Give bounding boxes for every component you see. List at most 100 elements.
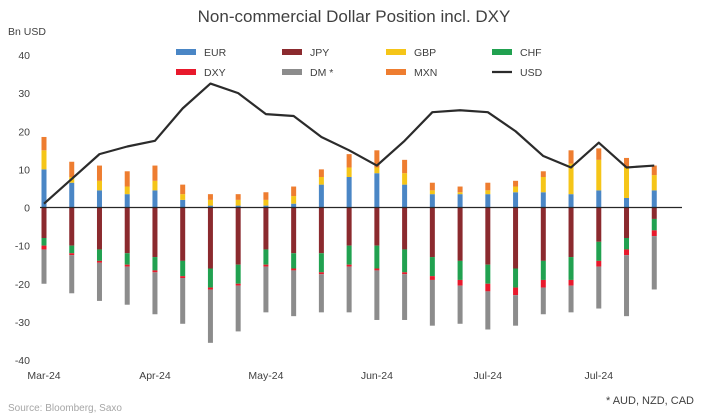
bar-dxy <box>457 279 463 286</box>
legend-label-gbp: GBP <box>414 47 436 59</box>
y-tick-label: -40 <box>15 355 30 367</box>
y-tick-label: 10 <box>18 164 30 176</box>
bar-dxy <box>596 260 602 267</box>
bar-gbp <box>485 190 491 195</box>
bar-gbp <box>346 167 352 177</box>
bar-dm <box>318 274 324 313</box>
bar-dm <box>651 236 657 290</box>
legend-label-dm: DM * <box>310 67 333 79</box>
bar-eur <box>69 182 75 208</box>
bar-dm <box>374 270 380 320</box>
bars <box>41 136 657 343</box>
bar-jpy <box>346 207 352 246</box>
bar-eur <box>207 205 213 208</box>
bar-jpy <box>69 207 75 246</box>
bar-dxy <box>346 264 352 267</box>
bar-dxy <box>263 264 269 267</box>
bar-dxy <box>318 272 324 275</box>
bar-dxy <box>235 283 241 286</box>
bar-eur <box>624 197 630 208</box>
footnote: * AUD, NZD, CAD <box>606 395 694 407</box>
bar-gbp <box>180 194 186 200</box>
bar-eur <box>124 194 130 208</box>
bar-chf <box>429 257 435 277</box>
bar-chf <box>624 238 630 250</box>
x-tick-label: Jun-24 <box>361 370 393 382</box>
bar-dm <box>402 274 408 320</box>
bar-mxn <box>651 165 657 176</box>
bar-eur <box>374 173 380 208</box>
bar-eur <box>568 194 574 208</box>
bar-gbp <box>96 180 102 191</box>
bar-jpy <box>207 207 213 269</box>
bar-chf <box>235 264 241 284</box>
y-tick-label: -20 <box>15 279 30 291</box>
bar-chf <box>346 245 352 265</box>
bar-jpy <box>485 207 491 265</box>
bar-eur <box>235 205 241 208</box>
bar-chf <box>568 257 574 280</box>
bar-gbp <box>540 177 546 193</box>
bar-gbp <box>124 186 130 195</box>
bar-dxy <box>540 279 546 288</box>
bar-chf <box>41 238 47 246</box>
bar-gbp <box>513 186 519 193</box>
bar-gbp <box>429 190 435 195</box>
bar-eur <box>152 190 158 208</box>
bar-mxn <box>346 154 352 168</box>
bar-gbp <box>207 199 213 206</box>
bar-mxn <box>596 148 602 160</box>
bar-dm <box>180 278 186 324</box>
bar-dxy <box>568 279 574 286</box>
bar-dxy <box>374 268 380 271</box>
y-tick-label: 0 <box>24 203 30 215</box>
bar-dm <box>263 266 269 313</box>
legend-swatch-eur <box>176 49 196 55</box>
bar-dm <box>596 266 602 309</box>
bar-eur <box>263 205 269 208</box>
bar-chf <box>374 245 380 269</box>
bar-chf <box>457 260 463 280</box>
bar-gbp <box>651 175 657 191</box>
bar-gbp <box>374 167 380 174</box>
bar-jpy <box>568 207 574 258</box>
bar-gbp <box>41 150 47 170</box>
bar-dm <box>207 289 213 343</box>
y-tick-label: -30 <box>15 317 30 329</box>
bar-chf <box>180 260 186 277</box>
bar-mxn <box>568 150 574 164</box>
bar-mxn <box>41 136 47 151</box>
bar-eur <box>513 192 519 208</box>
x-tick-label: Apr-24 <box>139 370 171 382</box>
bar-eur <box>485 194 491 208</box>
bar-chf <box>596 241 602 261</box>
legend-label-chf: CHF <box>520 47 542 59</box>
bar-mxn <box>291 186 297 197</box>
bar-mxn <box>457 186 463 193</box>
legend-swatch-chf <box>492 49 512 55</box>
legend-label-mxn: MXN <box>414 67 437 79</box>
bar-dxy <box>207 287 213 290</box>
bar-mxn <box>180 184 186 195</box>
x-axis: Mar-24 Apr-24 May-24 Jun-24 Jul-24 Jul-24 <box>27 370 613 382</box>
bar-chf <box>263 249 269 265</box>
bar-dm <box>124 266 130 305</box>
bar-gbp <box>596 159 602 191</box>
bar-gbp <box>263 199 269 206</box>
bar-dxy <box>152 270 158 273</box>
bar-dm <box>152 272 158 315</box>
bar-jpy <box>540 207 546 261</box>
x-tick-label: Jul-24 <box>584 370 613 382</box>
y-tick-label: 40 <box>18 50 30 62</box>
bar-dxy <box>291 268 297 271</box>
bar-eur <box>346 177 352 208</box>
bar-dm <box>429 279 435 326</box>
bar-mxn <box>207 194 213 200</box>
bar-dxy <box>124 264 130 267</box>
bar-eur <box>180 199 186 208</box>
bar-jpy <box>624 207 630 238</box>
bar-mxn <box>263 192 269 200</box>
bar-chf <box>152 257 158 271</box>
bar-dm <box>568 285 574 313</box>
